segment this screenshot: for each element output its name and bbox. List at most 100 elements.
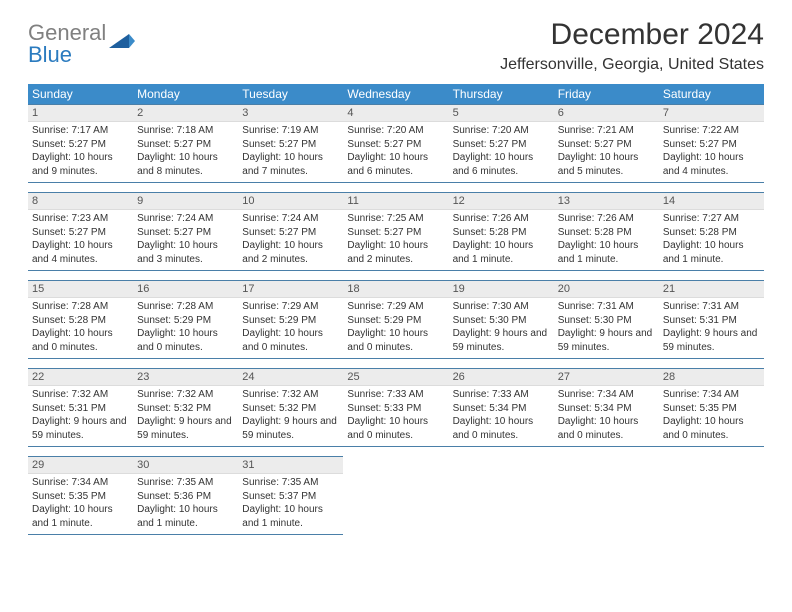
day-number-cell: 4 xyxy=(343,105,448,122)
brand-word-2: Blue xyxy=(28,42,72,67)
day-number-cell: 30 xyxy=(133,457,238,474)
day-detail-cell: Sunrise: 7:31 AMSunset: 5:30 PMDaylight:… xyxy=(554,298,659,359)
day-number-cell: 28 xyxy=(659,369,764,386)
day-detail-cell: Sunrise: 7:35 AMSunset: 5:37 PMDaylight:… xyxy=(238,474,343,535)
day-detail-cell: Sunrise: 7:32 AMSunset: 5:32 PMDaylight:… xyxy=(238,386,343,447)
day-number-cell: 22 xyxy=(28,369,133,386)
day-number-cell: 21 xyxy=(659,281,764,298)
day-detail-row: Sunrise: 7:23 AMSunset: 5:27 PMDaylight:… xyxy=(28,210,764,271)
day-number-cell: 2 xyxy=(133,105,238,122)
calendar-body: 1234567Sunrise: 7:17 AMSunset: 5:27 PMDa… xyxy=(28,105,764,535)
brand-logo-icon xyxy=(109,32,135,54)
month-title: December 2024 xyxy=(500,18,764,52)
day-number-cell: 31 xyxy=(238,457,343,474)
day-number-cell: 17 xyxy=(238,281,343,298)
dow-header: Wednesday xyxy=(343,84,448,105)
day-number-cell xyxy=(659,457,764,474)
day-number-cell: 20 xyxy=(554,281,659,298)
day-detail-cell: Sunrise: 7:18 AMSunset: 5:27 PMDaylight:… xyxy=(133,122,238,183)
day-number-row: 1234567 xyxy=(28,105,764,122)
day-detail-cell: Sunrise: 7:26 AMSunset: 5:28 PMDaylight:… xyxy=(554,210,659,271)
day-number-row: 293031 xyxy=(28,457,764,474)
location-text: Jeffersonville, Georgia, United States xyxy=(500,56,764,74)
brand-logo: General Blue xyxy=(28,22,135,66)
day-detail-cell: Sunrise: 7:19 AMSunset: 5:27 PMDaylight:… xyxy=(238,122,343,183)
day-detail-row: Sunrise: 7:34 AMSunset: 5:35 PMDaylight:… xyxy=(28,474,764,535)
day-detail-cell: Sunrise: 7:21 AMSunset: 5:27 PMDaylight:… xyxy=(554,122,659,183)
day-detail-cell: Sunrise: 7:28 AMSunset: 5:28 PMDaylight:… xyxy=(28,298,133,359)
day-number-cell: 14 xyxy=(659,193,764,210)
title-block: December 2024 Jeffersonville, Georgia, U… xyxy=(500,18,764,74)
day-detail-cell xyxy=(659,474,764,535)
day-number-cell: 24 xyxy=(238,369,343,386)
day-number-cell xyxy=(449,457,554,474)
dow-header: Thursday xyxy=(449,84,554,105)
calendar-table: Sunday Monday Tuesday Wednesday Thursday… xyxy=(28,84,764,535)
day-number-cell: 27 xyxy=(554,369,659,386)
day-detail-cell: Sunrise: 7:20 AMSunset: 5:27 PMDaylight:… xyxy=(449,122,554,183)
header-row: General Blue December 2024 Jeffersonvill… xyxy=(28,18,764,74)
day-number-cell: 18 xyxy=(343,281,448,298)
day-detail-cell: Sunrise: 7:29 AMSunset: 5:29 PMDaylight:… xyxy=(238,298,343,359)
day-detail-cell: Sunrise: 7:22 AMSunset: 5:27 PMDaylight:… xyxy=(659,122,764,183)
day-detail-cell: Sunrise: 7:25 AMSunset: 5:27 PMDaylight:… xyxy=(343,210,448,271)
dow-header: Tuesday xyxy=(238,84,343,105)
day-number-cell: 9 xyxy=(133,193,238,210)
day-detail-cell: Sunrise: 7:32 AMSunset: 5:31 PMDaylight:… xyxy=(28,386,133,447)
day-number-cell: 26 xyxy=(449,369,554,386)
day-number-cell: 6 xyxy=(554,105,659,122)
dow-header: Saturday xyxy=(659,84,764,105)
day-detail-cell: Sunrise: 7:29 AMSunset: 5:29 PMDaylight:… xyxy=(343,298,448,359)
day-detail-cell: Sunrise: 7:35 AMSunset: 5:36 PMDaylight:… xyxy=(133,474,238,535)
day-detail-cell: Sunrise: 7:33 AMSunset: 5:33 PMDaylight:… xyxy=(343,386,448,447)
day-number-cell: 19 xyxy=(449,281,554,298)
day-number-cell: 1 xyxy=(28,105,133,122)
week-spacer xyxy=(28,447,764,457)
day-number-row: 15161718192021 xyxy=(28,281,764,298)
day-detail-cell: Sunrise: 7:26 AMSunset: 5:28 PMDaylight:… xyxy=(449,210,554,271)
day-detail-cell: Sunrise: 7:24 AMSunset: 5:27 PMDaylight:… xyxy=(238,210,343,271)
day-number-cell: 15 xyxy=(28,281,133,298)
day-number-cell: 29 xyxy=(28,457,133,474)
day-detail-cell: Sunrise: 7:17 AMSunset: 5:27 PMDaylight:… xyxy=(28,122,133,183)
day-detail-cell: Sunrise: 7:30 AMSunset: 5:30 PMDaylight:… xyxy=(449,298,554,359)
day-number-cell: 23 xyxy=(133,369,238,386)
day-number-row: 891011121314 xyxy=(28,193,764,210)
calendar-page: General Blue December 2024 Jeffersonvill… xyxy=(0,0,792,553)
day-number-cell: 13 xyxy=(554,193,659,210)
day-detail-cell: Sunrise: 7:31 AMSunset: 5:31 PMDaylight:… xyxy=(659,298,764,359)
day-number-cell: 3 xyxy=(238,105,343,122)
week-spacer xyxy=(28,359,764,369)
day-number-row: 22232425262728 xyxy=(28,369,764,386)
brand-logo-text: General Blue xyxy=(28,22,106,66)
day-number-cell xyxy=(343,457,448,474)
day-detail-cell: Sunrise: 7:27 AMSunset: 5:28 PMDaylight:… xyxy=(659,210,764,271)
day-detail-cell: Sunrise: 7:20 AMSunset: 5:27 PMDaylight:… xyxy=(343,122,448,183)
week-spacer xyxy=(28,183,764,193)
day-detail-cell: Sunrise: 7:32 AMSunset: 5:32 PMDaylight:… xyxy=(133,386,238,447)
day-number-cell: 5 xyxy=(449,105,554,122)
day-number-cell: 16 xyxy=(133,281,238,298)
day-detail-cell: Sunrise: 7:24 AMSunset: 5:27 PMDaylight:… xyxy=(133,210,238,271)
day-detail-cell xyxy=(343,474,448,535)
day-number-cell: 8 xyxy=(28,193,133,210)
day-detail-cell: Sunrise: 7:28 AMSunset: 5:29 PMDaylight:… xyxy=(133,298,238,359)
day-detail-cell: Sunrise: 7:34 AMSunset: 5:35 PMDaylight:… xyxy=(659,386,764,447)
day-detail-cell: Sunrise: 7:33 AMSunset: 5:34 PMDaylight:… xyxy=(449,386,554,447)
day-number-cell: 10 xyxy=(238,193,343,210)
day-detail-row: Sunrise: 7:17 AMSunset: 5:27 PMDaylight:… xyxy=(28,122,764,183)
day-detail-cell: Sunrise: 7:23 AMSunset: 5:27 PMDaylight:… xyxy=(28,210,133,271)
dow-header: Sunday xyxy=(28,84,133,105)
day-number-cell: 7 xyxy=(659,105,764,122)
day-number-cell: 11 xyxy=(343,193,448,210)
day-detail-cell: Sunrise: 7:34 AMSunset: 5:34 PMDaylight:… xyxy=(554,386,659,447)
day-of-week-row: Sunday Monday Tuesday Wednesday Thursday… xyxy=(28,84,764,105)
dow-header: Friday xyxy=(554,84,659,105)
day-detail-row: Sunrise: 7:32 AMSunset: 5:31 PMDaylight:… xyxy=(28,386,764,447)
day-detail-row: Sunrise: 7:28 AMSunset: 5:28 PMDaylight:… xyxy=(28,298,764,359)
day-number-cell: 12 xyxy=(449,193,554,210)
day-number-cell: 25 xyxy=(343,369,448,386)
day-detail-cell xyxy=(449,474,554,535)
week-spacer xyxy=(28,271,764,281)
day-detail-cell: Sunrise: 7:34 AMSunset: 5:35 PMDaylight:… xyxy=(28,474,133,535)
